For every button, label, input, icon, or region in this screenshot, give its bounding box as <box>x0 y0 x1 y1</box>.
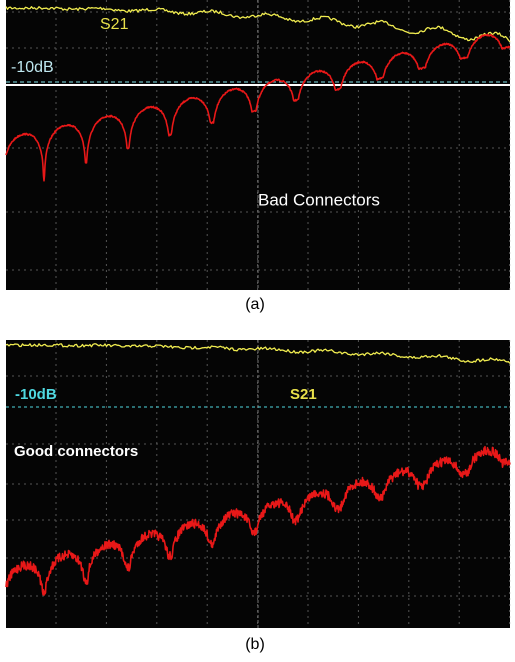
reference-label: -10dB <box>11 59 54 76</box>
trace-label: S21 <box>100 16 129 33</box>
reference-label: -10dB <box>15 386 57 403</box>
trace-label: S21 <box>290 386 317 403</box>
annotation: Bad Connectors <box>258 190 380 209</box>
annotation: Good connectors <box>14 443 138 460</box>
caption: (b) <box>245 636 265 653</box>
insertion-loss-trace <box>5 6 511 43</box>
return-loss-trace <box>5 33 511 182</box>
return-loss-trace <box>5 445 511 596</box>
insertion-loss-trace <box>5 343 511 364</box>
caption: (a) <box>245 296 265 313</box>
